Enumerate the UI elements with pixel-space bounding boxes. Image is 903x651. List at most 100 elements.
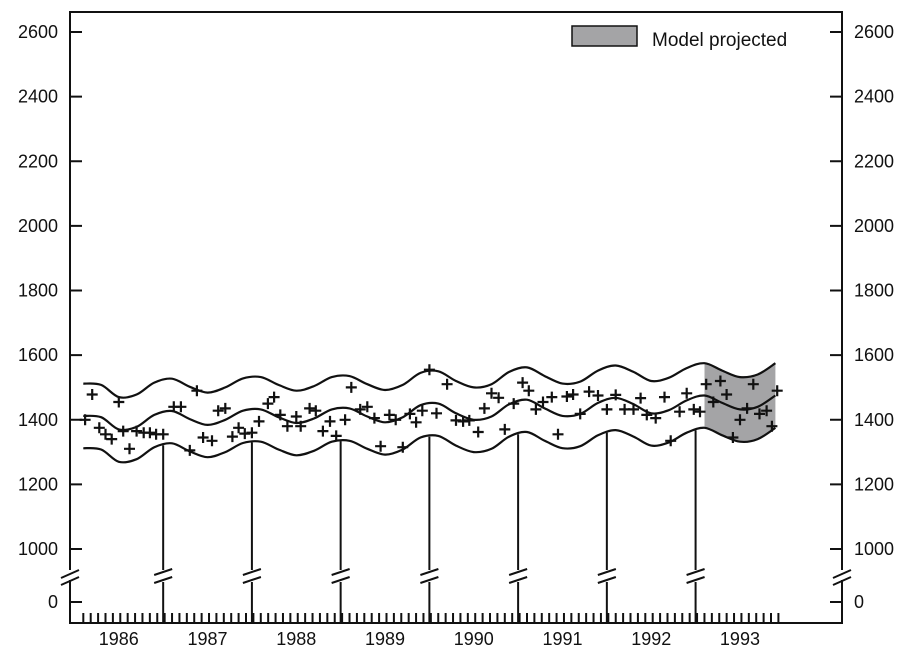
data-point — [714, 375, 726, 387]
y-tick-label-left: 0 — [48, 592, 58, 612]
data-point — [567, 389, 579, 400]
data-point — [561, 391, 573, 402]
data-point — [681, 387, 693, 399]
data-point — [416, 405, 428, 417]
y-axis-break-left — [60, 569, 80, 586]
y-tick-label-right: 2400 — [854, 87, 894, 107]
data-point — [552, 428, 564, 440]
data-point — [113, 396, 125, 408]
data-point — [721, 389, 733, 400]
data-point — [674, 406, 686, 418]
y-tick-label-left: 1200 — [18, 474, 58, 494]
data-point — [253, 415, 265, 427]
data-point — [472, 426, 484, 438]
legend: Model projected — [571, 25, 787, 51]
data-point — [650, 412, 662, 424]
model-curve-center — [83, 394, 777, 432]
data-point — [397, 441, 409, 453]
data-point — [523, 385, 535, 397]
x-tick-label: 1993 — [720, 629, 760, 649]
y-tick-label-right: 2600 — [854, 22, 894, 42]
y-tick-label-left: 1600 — [18, 345, 58, 365]
data-point — [734, 414, 746, 426]
data-point — [368, 412, 380, 424]
data-point — [219, 402, 231, 414]
data-point — [741, 402, 753, 414]
data-point — [212, 405, 224, 417]
model-curve-lower — [83, 426, 777, 464]
data-point — [124, 443, 135, 455]
data-point — [423, 364, 435, 376]
data-point — [508, 398, 520, 410]
data-point — [486, 387, 497, 399]
y-axis-break-right — [832, 569, 852, 586]
x-tick-label: 1990 — [454, 629, 494, 649]
data-point — [262, 398, 274, 410]
data-point — [700, 378, 712, 390]
data-point — [383, 409, 395, 421]
data-point — [206, 435, 218, 447]
data-point — [641, 409, 653, 421]
y-tick-label-right: 2000 — [854, 216, 894, 236]
x-tick-label: 1991 — [542, 629, 582, 649]
y-tick-label-right: 1000 — [854, 539, 894, 559]
data-point — [86, 389, 98, 400]
plot-frame — [69, 11, 843, 624]
data-point — [197, 432, 209, 443]
data-point — [274, 409, 286, 421]
data-point — [295, 420, 307, 432]
projection-band — [704, 363, 776, 442]
data-point — [93, 422, 105, 434]
data-point — [601, 403, 613, 415]
data-point — [478, 402, 490, 414]
observed-points-layer — [79, 364, 783, 456]
data-point — [268, 391, 280, 403]
data-point — [361, 401, 373, 413]
y-tick-label-left: 1400 — [18, 410, 58, 430]
data-point — [339, 414, 351, 426]
data-point — [106, 433, 118, 445]
data-point — [324, 415, 336, 427]
break-mark-2 — [331, 568, 350, 584]
data-point — [144, 427, 156, 439]
data-point — [404, 408, 416, 420]
break-mark-1 — [242, 568, 262, 584]
y-tick-label-right: 0 — [854, 592, 864, 612]
data-point — [117, 425, 129, 437]
data-point — [688, 403, 700, 415]
data-point — [131, 425, 143, 437]
data-point — [665, 435, 677, 447]
y-tick-label-left: 1000 — [18, 539, 58, 559]
data-point — [583, 386, 595, 398]
data-point — [493, 392, 505, 404]
data-point — [345, 381, 357, 393]
data-point — [628, 403, 639, 415]
data-point — [766, 420, 778, 432]
data-point — [707, 396, 719, 408]
data-point — [157, 428, 169, 440]
data-point — [310, 405, 322, 417]
y-tick-label-left: 1800 — [18, 281, 58, 301]
data-point — [290, 411, 302, 422]
data-point — [537, 396, 549, 408]
x-tick-label: 1986 — [99, 629, 139, 649]
data-point — [441, 378, 453, 390]
x-tick-label: 1989 — [365, 629, 405, 649]
data-point — [354, 403, 366, 415]
legend-swatch — [571, 25, 638, 47]
y-tick-label-right: 1600 — [854, 345, 894, 365]
y-tick-label-left: 2400 — [18, 87, 58, 107]
data-point — [694, 406, 706, 418]
break-mark-0 — [153, 568, 173, 584]
data-point — [226, 431, 238, 443]
data-point — [281, 420, 293, 432]
data-point — [499, 423, 511, 435]
data-point — [431, 407, 442, 419]
break-mark-4 — [508, 568, 528, 584]
data-point — [727, 432, 739, 443]
data-point — [330, 430, 342, 442]
data-point — [304, 402, 316, 414]
x-tick-label: 1988 — [276, 629, 316, 649]
x-tick-label: 1992 — [631, 629, 671, 649]
